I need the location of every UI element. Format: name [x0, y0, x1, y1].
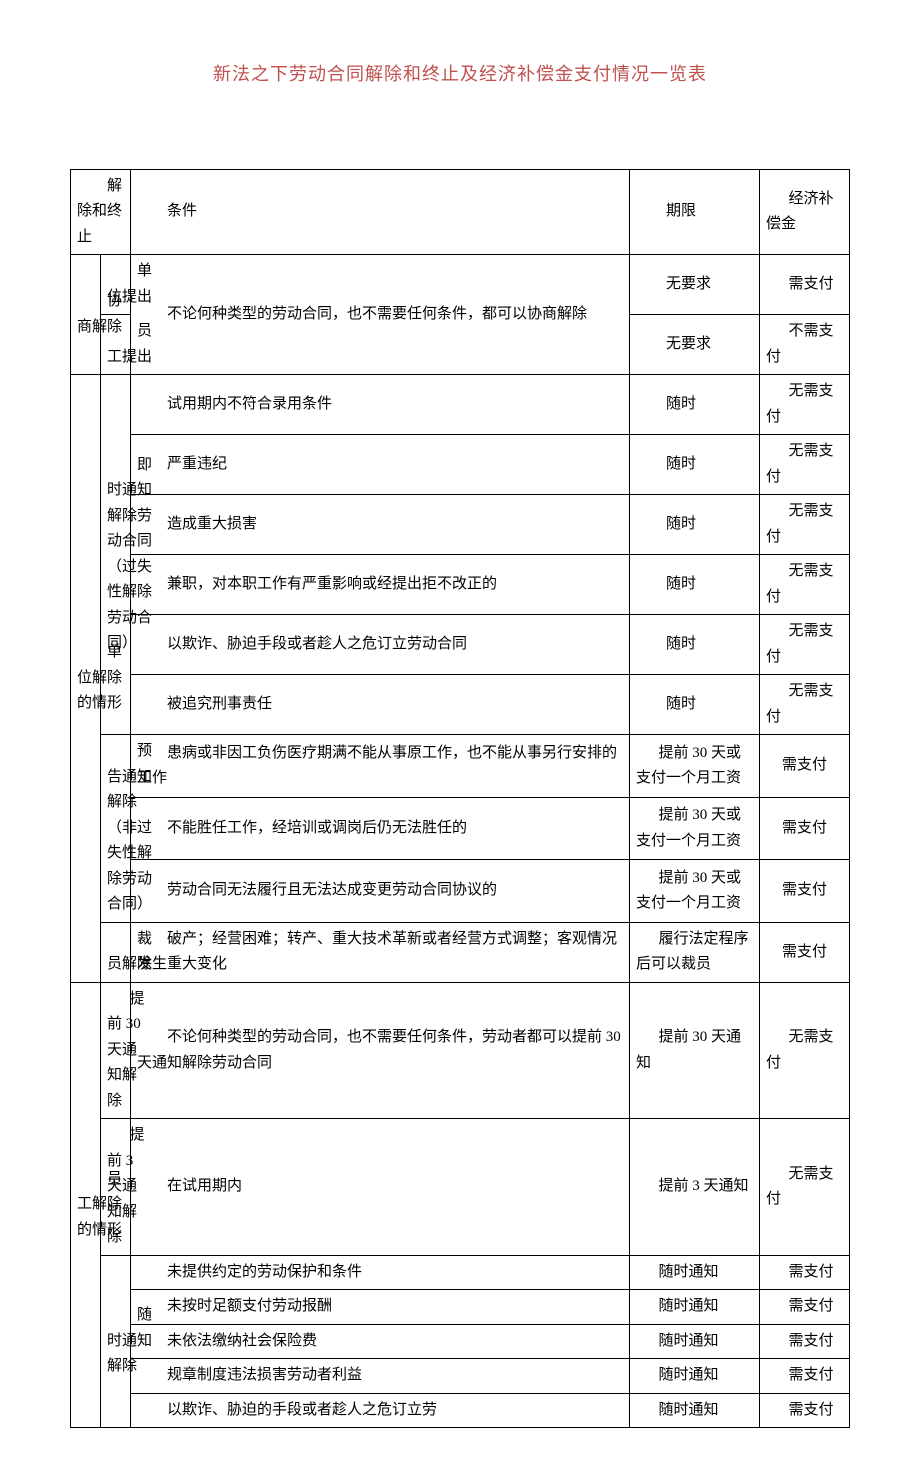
term-jishi-6: 随时: [630, 675, 760, 735]
pay-yugao-2: 需支付: [760, 797, 850, 860]
cond-suishi-5: 以欺诈、胁迫的手段或者趁人之危订立劳: [131, 1393, 630, 1428]
table-row: 单位解除的情形 即时通知解除劳动合同（过失性解除劳动合同） 试用期内不符合录用条…: [71, 375, 850, 435]
term-suishi-2: 随时通知: [630, 1290, 760, 1325]
header-c3: 期限: [630, 169, 760, 255]
term-suishi-1: 随时通知: [630, 1255, 760, 1290]
term-caiyuan: 履行法定程序后可以裁员: [630, 922, 760, 982]
pay-suishi-1: 需支付: [760, 1255, 850, 1290]
table-row: 提前 3 天通知解除 在试用期内 提前 3 天通知 无需支付: [71, 1119, 850, 1256]
cond-tiqian3: 在试用期内: [131, 1119, 630, 1256]
term-suishi-5: 随时通知: [630, 1393, 760, 1428]
cond-yugao-2: 不能胜任工作，经培训或调岗后仍无法胜任的: [131, 797, 630, 860]
pay-jishi-2: 无需支付: [760, 435, 850, 495]
main-table: 解除和终止 条件 期限 经济补偿金 协商解除 单位提出 不论何种类型的劳动合同，…: [70, 169, 850, 1429]
term-jishi-5: 随时: [630, 615, 760, 675]
cond-jishi-3: 造成重大损害: [131, 495, 630, 555]
term-tiqian3: 提前 3 天通知: [630, 1119, 760, 1256]
term-jishi-4: 随时: [630, 555, 760, 615]
table-row: 协商解除 单位提出 不论何种类型的劳动合同，也不需要任何条件，都可以协商解除 无…: [71, 255, 850, 315]
cond-xieshang: 不论何种类型的劳动合同，也不需要任何条件，都可以协商解除: [131, 255, 630, 375]
group-xieshang: 协商解除: [71, 255, 101, 375]
table-row: 不能胜任工作，经培训或调岗后仍无法胜任的 提前 30 天或支付一个月工资 需支付: [71, 797, 850, 860]
cond-jishi-1: 试用期内不符合录用条件: [131, 375, 630, 435]
pay-suishi-4: 需支付: [760, 1359, 850, 1394]
cond-suishi-4: 规章制度违法损害劳动者利益: [131, 1359, 630, 1394]
table-row: 裁员解除 破产；经营困难；转产、重大技术革新或者经营方式调整；客观情况发生重大变…: [71, 922, 850, 982]
cond-tiqian30: 不论何种类型的劳动合同，也不需要任何条件，劳动者都可以提前 30 天通知解除劳动…: [131, 982, 630, 1119]
cond-jishi-2: 严重违纪: [131, 435, 630, 495]
group-danwei: 单位解除的情形: [71, 375, 101, 983]
header-c1: 解除和终止: [71, 169, 131, 255]
term-jishi-2: 随时: [630, 435, 760, 495]
table-row: 未按时足额支付劳动报酬 随时通知 需支付: [71, 1290, 850, 1325]
term-jishi-1: 随时: [630, 375, 760, 435]
cond-suishi-1: 未提供约定的劳动保护和条件: [131, 1255, 630, 1290]
sub-suishi: 随时通知解除: [101, 1255, 131, 1428]
pay-caiyuan: 需支付: [760, 922, 850, 982]
pay-jishi-1: 无需支付: [760, 375, 850, 435]
term-yugao-2: 提前 30 天或支付一个月工资: [630, 797, 760, 860]
table-row: 严重违纪 随时 无需支付: [71, 435, 850, 495]
table-row: 未依法缴纳社会保险费 随时通知 需支付: [71, 1324, 850, 1359]
term-tiqian30: 提前 30 天通知: [630, 982, 760, 1119]
term-xieshang-2: 无要求: [630, 315, 760, 375]
table-row: 造成重大损害 随时 无需支付: [71, 495, 850, 555]
sub-yugao: 预告通知解除（非过失性解除劳动合同）: [101, 735, 131, 923]
term-yugao-1: 提前 30 天或支付一个月工资: [630, 735, 760, 798]
pay-suishi-3: 需支付: [760, 1324, 850, 1359]
pay-jishi-6: 无需支付: [760, 675, 850, 735]
pay-suishi-2: 需支付: [760, 1290, 850, 1325]
table-row: 被追究刑事责任 随时 无需支付: [71, 675, 850, 735]
term-suishi-4: 随时通知: [630, 1359, 760, 1394]
cond-caiyuan: 破产；经营困难；转产、重大技术革新或者经营方式调整；客观情况发生重大变化: [131, 922, 630, 982]
cond-jishi-5: 以欺诈、胁迫手段或者趁人之危订立劳动合同: [131, 615, 630, 675]
term-suishi-3: 随时通知: [630, 1324, 760, 1359]
header-row: 解除和终止 条件 期限 经济补偿金: [71, 169, 850, 255]
cond-jishi-6: 被追究刑事责任: [131, 675, 630, 735]
pay-jishi-4: 无需支付: [760, 555, 850, 615]
table-row: 规章制度违法损害劳动者利益 随时通知 需支付: [71, 1359, 850, 1394]
cond-suishi-2: 未按时足额支付劳动报酬: [131, 1290, 630, 1325]
cond-yugao-1: 患病或非因工负伤医疗期满不能从事原工作，也不能从事另行安排的工作: [131, 735, 630, 798]
cond-jishi-4: 兼职，对本职工作有严重影响或经提出拒不改正的: [131, 555, 630, 615]
pay-tiqian30: 无需支付: [760, 982, 850, 1119]
term-jishi-3: 随时: [630, 495, 760, 555]
pay-suishi-5: 需支付: [760, 1393, 850, 1428]
page-title: 新法之下劳动合同解除和终止及经济补偿金支付情况一览表: [70, 60, 850, 89]
pay-yugao-1: 需支付: [760, 735, 850, 798]
pay-xieshang-1: 需支付: [760, 255, 850, 315]
header-c4: 经济补偿金: [760, 169, 850, 255]
table-row: 以欺诈、胁迫手段或者趁人之危订立劳动合同 随时 无需支付: [71, 615, 850, 675]
table-row: 随时通知解除 未提供约定的劳动保护和条件 随时通知 需支付: [71, 1255, 850, 1290]
sub-tiqian30: 提前 30 天通知解除: [101, 982, 131, 1119]
table-row: 以欺诈、胁迫的手段或者趁人之危订立劳 随时通知 需支付: [71, 1393, 850, 1428]
header-c2: 条件: [131, 169, 630, 255]
sub-caiyuan: 裁员解除: [101, 922, 131, 982]
pay-tiqian3: 无需支付: [760, 1119, 850, 1256]
pay-jishi-5: 无需支付: [760, 615, 850, 675]
pay-yugao-3: 需支付: [760, 860, 850, 923]
term-yugao-3: 提前 30 天或支付一个月工资: [630, 860, 760, 923]
table-row: 兼职，对本职工作有严重影响或经提出拒不改正的 随时 无需支付: [71, 555, 850, 615]
table-row: 员工解除的情形 提前 30 天通知解除 不论何种类型的劳动合同，也不需要任何条件…: [71, 982, 850, 1119]
table-row: 预告通知解除（非过失性解除劳动合同） 患病或非因工负伤医疗期满不能从事原工作，也…: [71, 735, 850, 798]
group-yuangong: 员工解除的情形: [71, 982, 101, 1428]
pay-xieshang-2: 不需支付: [760, 315, 850, 375]
term-xieshang-1: 无要求: [630, 255, 760, 315]
table-row: 劳动合同无法履行且无法达成变更劳动合同协议的 提前 30 天或支付一个月工资 需…: [71, 860, 850, 923]
cond-suishi-3: 未依法缴纳社会保险费: [131, 1324, 630, 1359]
cond-yugao-3: 劳动合同无法履行且无法达成变更劳动合同协议的: [131, 860, 630, 923]
pay-jishi-3: 无需支付: [760, 495, 850, 555]
